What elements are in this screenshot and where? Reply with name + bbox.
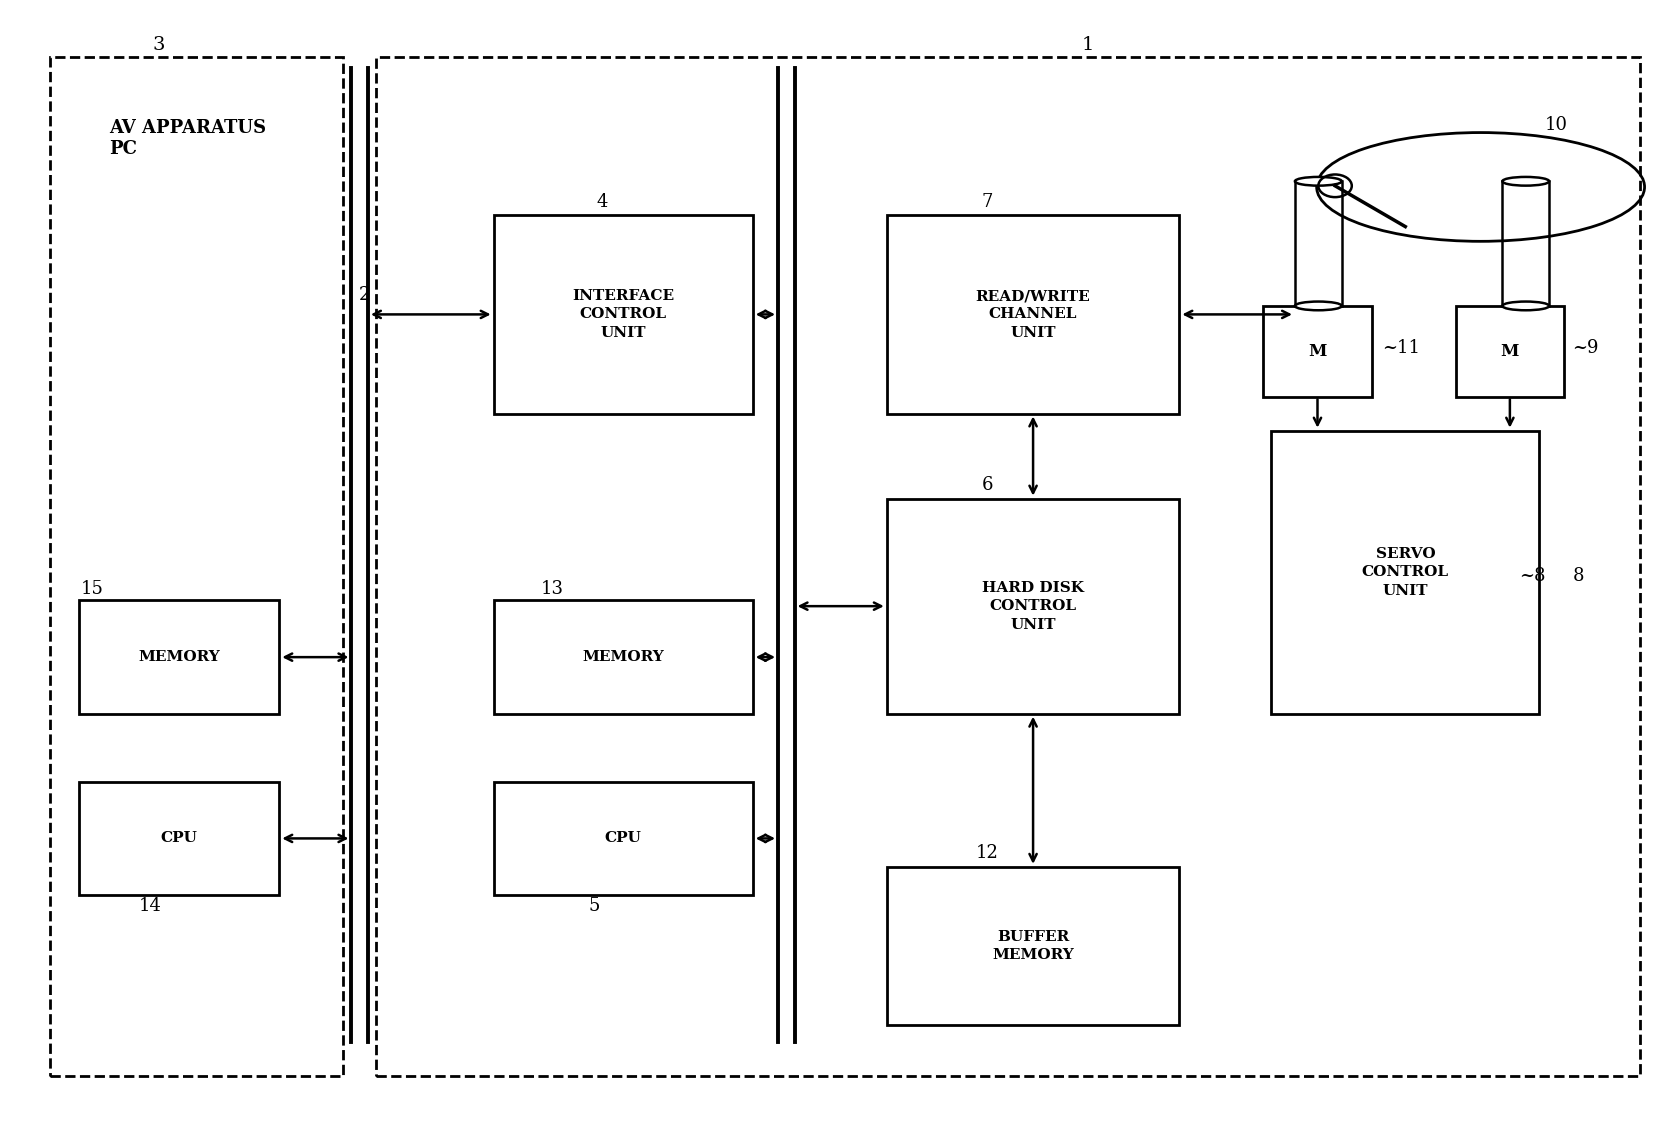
Bar (1295, 181, 1342, 306)
Text: MEMORY: MEMORY (582, 650, 664, 664)
Bar (79, 782, 279, 895)
Text: CPU: CPU (161, 832, 197, 845)
Text: 15: 15 (80, 580, 104, 598)
Bar (376, 57, 1640, 1076)
Text: CPU: CPU (604, 832, 642, 845)
Text: AV APPARATUS
PC: AV APPARATUS PC (109, 119, 266, 157)
Text: 13: 13 (540, 580, 564, 598)
Text: INTERFACE
CONTROL
UNIT: INTERFACE CONTROL UNIT (572, 289, 674, 340)
Bar (79, 600, 279, 714)
Text: ~11: ~11 (1382, 339, 1420, 357)
Text: BUFFER
MEMORY: BUFFER MEMORY (992, 930, 1074, 962)
Bar (887, 499, 1179, 714)
Text: READ/WRITE
CHANNEL
UNIT: READ/WRITE CHANNEL UNIT (975, 289, 1091, 340)
Bar (494, 782, 753, 895)
Bar (1271, 431, 1539, 714)
Text: 12: 12 (975, 844, 999, 862)
Ellipse shape (1502, 177, 1549, 186)
Bar (1263, 306, 1372, 397)
Bar (494, 215, 753, 414)
Text: ~9: ~9 (1573, 339, 1599, 357)
Bar (887, 215, 1179, 414)
Text: 6: 6 (982, 476, 992, 494)
Bar (50, 57, 343, 1076)
Text: M: M (1501, 342, 1519, 360)
Text: HARD DISK
CONTROL
UNIT: HARD DISK CONTROL UNIT (982, 581, 1084, 631)
Text: 10: 10 (1544, 116, 1568, 134)
Text: MEMORY: MEMORY (139, 650, 219, 664)
Ellipse shape (1295, 301, 1342, 310)
Text: 14: 14 (139, 897, 162, 915)
Bar (887, 867, 1179, 1025)
Bar (1502, 181, 1549, 306)
Bar (494, 600, 753, 714)
Text: 5: 5 (589, 897, 599, 915)
Bar (1456, 306, 1564, 397)
Ellipse shape (1295, 177, 1342, 186)
Text: 1: 1 (1081, 36, 1094, 54)
Text: 3: 3 (152, 36, 166, 54)
Text: 4: 4 (597, 193, 607, 211)
Ellipse shape (1502, 301, 1549, 310)
Text: 8: 8 (1573, 566, 1584, 585)
Text: 7: 7 (982, 193, 992, 211)
Text: SERVO
CONTROL
UNIT: SERVO CONTROL UNIT (1362, 547, 1449, 597)
Text: ~8: ~8 (1519, 566, 1546, 585)
Text: 2: 2 (360, 286, 370, 304)
Text: M: M (1308, 342, 1327, 360)
